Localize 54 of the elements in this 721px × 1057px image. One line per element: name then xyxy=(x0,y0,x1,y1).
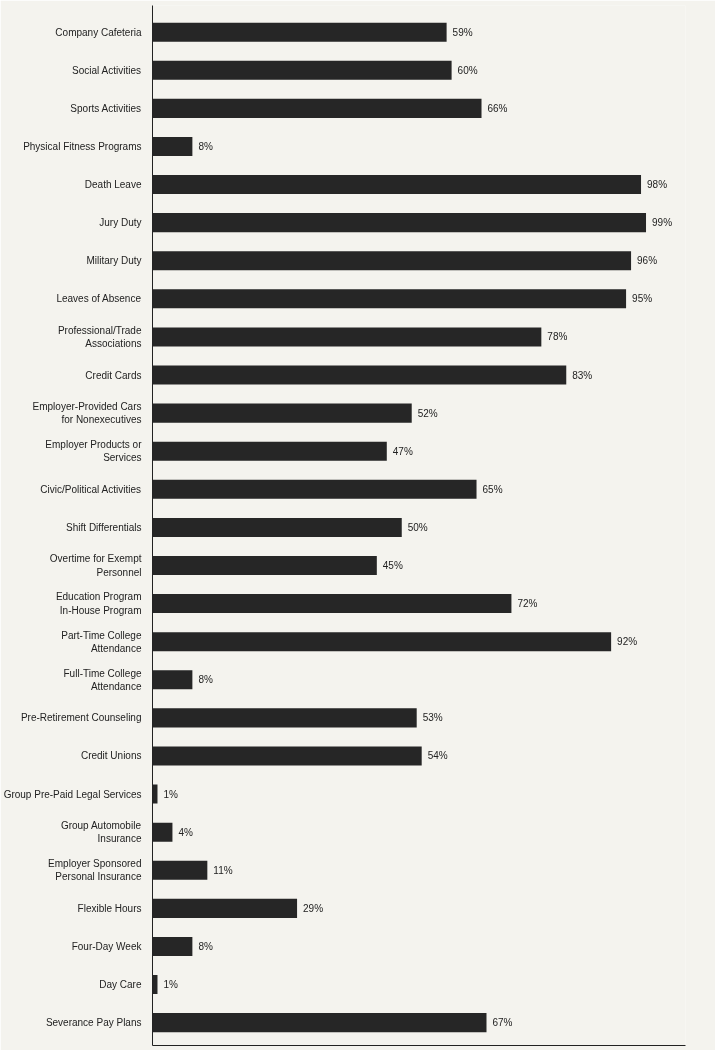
y-tick-label: Full-Time College Attendance xyxy=(63,667,142,692)
y-tick-label: Sports Activities xyxy=(70,102,141,114)
data-label: 67% xyxy=(492,1017,513,1029)
y-tick-label: Group Pre-Paid Legal Services xyxy=(3,788,142,800)
data-label: 4% xyxy=(178,826,193,838)
data-label: 8% xyxy=(198,940,213,952)
y-tick-label: Physical Fitness Programs xyxy=(23,140,142,152)
data-label: 78% xyxy=(547,331,568,343)
data-label: 60% xyxy=(457,64,478,76)
y-tick-label: Death Leave xyxy=(84,179,142,191)
y-tick-label: Education Program In-House Program xyxy=(55,591,142,616)
data-label: 50% xyxy=(407,521,428,533)
data-label: 1% xyxy=(163,788,179,800)
y-tick-label: Leaves of Absence xyxy=(56,293,142,305)
y-tick-label: Professional/Trade Associations xyxy=(57,324,142,350)
y-tick-label: Social Activities xyxy=(72,64,141,76)
y-tick-label: Employer Sponsored Personal Insurance xyxy=(48,858,142,883)
data-label: 83% xyxy=(572,369,593,381)
data-label: 92% xyxy=(617,636,638,648)
data-label: 52% xyxy=(417,407,438,419)
y-tick-label: Company Cafeteria xyxy=(55,26,142,38)
y-tick-label: Overtime for Exempt Personnel xyxy=(49,553,142,578)
data-label: 1% xyxy=(163,979,179,991)
y-tick-label: Four-Day Week xyxy=(71,940,143,952)
y-tick-label: Military Duty xyxy=(86,255,142,267)
y-tick-label: Part-Time College Attendance xyxy=(61,629,142,654)
data-label: 65% xyxy=(482,483,503,495)
data-label: 8% xyxy=(198,674,213,686)
data-label: 98% xyxy=(647,179,668,191)
data-label: 54% xyxy=(427,750,448,762)
data-label: 96% xyxy=(637,255,658,267)
data-label: 45% xyxy=(382,560,403,571)
y-tick-label: Shift Differentials xyxy=(66,521,142,533)
y-tick-label: Pre-Retirement Counseling xyxy=(20,712,142,724)
data-label: 72% xyxy=(517,598,538,610)
y-tick-label: Civic/Political Activities xyxy=(40,483,141,495)
y-tick-label: Employer-Provided Cars for Nonexecutives xyxy=(32,401,142,426)
data-label: 59% xyxy=(452,26,473,38)
data-label: 66% xyxy=(487,102,508,114)
data-label: 8% xyxy=(198,140,213,152)
data-label: 11% xyxy=(213,864,233,876)
data-label: 99% xyxy=(652,217,673,229)
y-tick-label: Group Automobile Insurance xyxy=(60,820,142,845)
y-tick-label: Flexible Hours xyxy=(77,902,142,914)
data-label: 47% xyxy=(392,445,413,457)
y-tick-label: Credit Cards xyxy=(85,369,142,381)
y-tick-label: Credit Unions xyxy=(80,750,142,762)
data-label: 53% xyxy=(422,712,443,724)
y-tick-label: Severance Pay Plans xyxy=(45,1017,142,1029)
y-tick-label: Day Care xyxy=(99,979,142,991)
y-tick-label: Employer Products or Services xyxy=(45,439,143,464)
y-tick-label: Jury Duty xyxy=(99,217,142,229)
data-label: 29% xyxy=(303,902,324,914)
data-label: 95% xyxy=(632,293,653,305)
